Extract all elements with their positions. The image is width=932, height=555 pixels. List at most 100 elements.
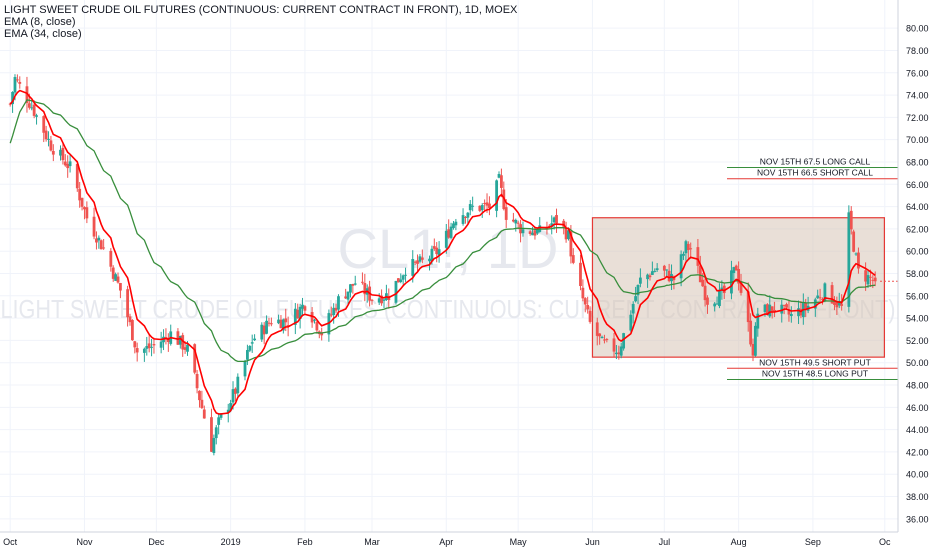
candle-body bbox=[552, 217, 556, 223]
candle-up bbox=[619, 342, 623, 359]
candle-body bbox=[686, 243, 690, 251]
candle-body bbox=[600, 336, 604, 339]
candle-down bbox=[166, 333, 170, 352]
candle-body bbox=[66, 163, 70, 169]
time-tick-label: Sep bbox=[805, 537, 821, 547]
candle-body bbox=[262, 325, 266, 335]
candle-body bbox=[61, 147, 65, 161]
candle-body bbox=[531, 232, 534, 236]
candle-up bbox=[401, 274, 405, 285]
candle-body bbox=[32, 104, 36, 116]
candle-body bbox=[226, 409, 230, 413]
ema-slow-legend[interactable]: EMA (34, close) bbox=[4, 28, 82, 40]
candle-down bbox=[598, 333, 602, 345]
candle-body bbox=[135, 348, 139, 353]
candle-body bbox=[818, 297, 822, 299]
candle-up bbox=[753, 322, 757, 357]
candle-body bbox=[418, 256, 422, 262]
candle-body bbox=[63, 161, 67, 166]
candle-body bbox=[722, 285, 726, 294]
candle-down bbox=[603, 334, 606, 344]
time-tick-label: Mar bbox=[364, 537, 380, 547]
candle-body bbox=[562, 220, 566, 227]
candle-up bbox=[521, 221, 525, 237]
candle-up bbox=[622, 332, 626, 351]
candle-body bbox=[296, 309, 300, 319]
time-tick-label: May bbox=[510, 537, 528, 547]
candle-body bbox=[85, 207, 89, 219]
candle-up bbox=[684, 239, 688, 261]
price-tick-label: 56.00 bbox=[906, 291, 929, 301]
candle-body bbox=[128, 316, 132, 323]
candle-down bbox=[564, 221, 568, 243]
candle-body bbox=[68, 161, 72, 167]
candle-body bbox=[432, 246, 436, 249]
candle-down bbox=[873, 271, 877, 287]
candle-up bbox=[497, 171, 501, 179]
candle-up bbox=[756, 307, 760, 337]
candle-down bbox=[662, 264, 666, 277]
candle-body bbox=[516, 222, 520, 224]
candle-down bbox=[210, 408, 213, 453]
candle-body bbox=[13, 77, 17, 93]
candle-down bbox=[581, 279, 585, 302]
candle-body bbox=[454, 221, 458, 226]
candle-down bbox=[279, 315, 283, 329]
candle-up bbox=[169, 324, 173, 346]
candle-down bbox=[181, 332, 185, 357]
candle-down bbox=[152, 337, 156, 354]
time-tick-label: Oct bbox=[3, 537, 18, 547]
candle-down bbox=[344, 288, 348, 300]
candle-up bbox=[495, 179, 499, 218]
candle-body bbox=[588, 310, 592, 322]
time-tick-label: Dec bbox=[148, 537, 165, 547]
candle-body bbox=[770, 306, 774, 312]
candle-body bbox=[619, 346, 623, 356]
candle-body bbox=[411, 259, 415, 276]
candle-down bbox=[351, 283, 355, 294]
candle-body bbox=[823, 283, 827, 301]
candle-body bbox=[765, 304, 769, 315]
candle-body bbox=[869, 276, 872, 278]
candle-body bbox=[59, 149, 62, 156]
candle-body bbox=[377, 298, 381, 303]
candle-down bbox=[130, 319, 134, 341]
candle-up bbox=[718, 283, 721, 309]
candle-body bbox=[830, 285, 834, 304]
candle-up bbox=[468, 199, 472, 216]
candle-up bbox=[449, 222, 453, 240]
price-tick-label: 46.00 bbox=[906, 403, 929, 413]
candle-down bbox=[195, 369, 199, 394]
candle-down bbox=[317, 330, 321, 339]
candle-body bbox=[734, 265, 738, 271]
candle-down bbox=[686, 241, 690, 259]
candle-up bbox=[327, 309, 331, 342]
candle-body bbox=[447, 229, 451, 238]
chart-legend: LIGHT SWEET CRUDE OIL FUTURES (CONTINUOU… bbox=[4, 4, 517, 40]
candle-body bbox=[111, 267, 115, 279]
candle-down bbox=[689, 242, 693, 259]
ema-fast-legend[interactable]: EMA (8, close) bbox=[4, 16, 76, 28]
candle-body bbox=[804, 302, 808, 309]
candle-body bbox=[133, 341, 137, 348]
candle-body bbox=[80, 197, 84, 207]
candle-down bbox=[202, 405, 206, 419]
candle-body bbox=[521, 229, 525, 234]
price-tick-label: 60.00 bbox=[906, 247, 929, 257]
candle-up bbox=[30, 100, 34, 111]
candle-up bbox=[145, 336, 149, 356]
candle-up bbox=[816, 289, 820, 299]
candle-up bbox=[638, 268, 642, 288]
candle-body bbox=[15, 79, 19, 81]
candle-up bbox=[615, 344, 618, 360]
candle-body bbox=[603, 339, 606, 341]
candle-body bbox=[198, 390, 201, 401]
candle-body bbox=[97, 237, 101, 241]
candle-down bbox=[95, 231, 98, 250]
candle-body bbox=[152, 344, 156, 346]
candle-body bbox=[586, 305, 590, 310]
candle-down bbox=[296, 303, 300, 319]
candle-down bbox=[262, 322, 266, 345]
